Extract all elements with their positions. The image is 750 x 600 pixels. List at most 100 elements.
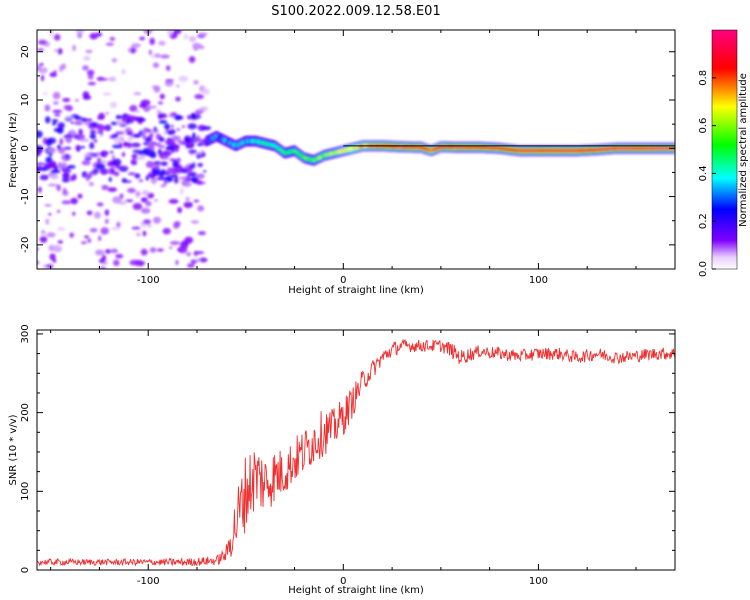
noise-blob (98, 112, 106, 120)
noise-blob (52, 91, 61, 100)
noise-blob (193, 199, 200, 203)
noise-blob (58, 162, 62, 169)
noise-blob (83, 56, 91, 61)
noise-blob (57, 48, 63, 55)
noise-blob (121, 166, 129, 169)
noise-blob (72, 173, 77, 181)
noise-blob (192, 162, 196, 169)
noise-blob (47, 164, 53, 168)
noise-blob (119, 124, 127, 127)
snr-axes: -100 0 100 0 100 200 300 (20, 324, 675, 587)
noise-blob (39, 63, 44, 67)
noise-blob (51, 119, 59, 122)
noise-blob (131, 153, 138, 160)
noise-blob (119, 193, 124, 200)
x-tick-label: 0 (340, 576, 346, 587)
y-tick-label: -10 (20, 188, 31, 204)
noise-blob (104, 124, 112, 132)
noise-blob (113, 137, 121, 145)
noise-blob (85, 118, 93, 122)
noise-blob (63, 146, 72, 150)
noise-blob (181, 180, 188, 186)
noise-blob (179, 187, 184, 195)
noise-blob (81, 160, 91, 166)
noise-blob (189, 177, 197, 182)
noise-blob (161, 177, 171, 181)
noise-blob (173, 165, 184, 173)
noise-blob (74, 120, 83, 126)
noise-blob (45, 116, 51, 124)
noise-blob (96, 131, 104, 134)
noise-blob (59, 138, 64, 146)
noise-blob (127, 172, 136, 176)
noise-blob (142, 129, 147, 136)
noise-blob (89, 182, 94, 186)
noise-blob (69, 232, 74, 238)
noise-blob (177, 246, 188, 254)
snr-y-axis-label: SNR (10 * v/v) (8, 414, 19, 485)
noise-blob (195, 110, 201, 118)
noise-blob (75, 144, 81, 152)
noise-blob (193, 136, 201, 143)
noise-blob (53, 34, 61, 41)
noise-blob (172, 135, 181, 141)
noise-blob (158, 40, 166, 46)
figure-title: S100.2022.009.12.58.E01 (271, 4, 440, 19)
noise-blob (133, 92, 142, 96)
noise-blob (49, 253, 56, 261)
noise-blob (89, 130, 97, 134)
noise-blob (177, 207, 183, 214)
noise-blob (149, 247, 157, 253)
noise-blob (61, 162, 67, 169)
noise-blob (140, 207, 151, 214)
noise-blob (110, 121, 119, 126)
x-tick-label: -100 (137, 275, 160, 286)
noise-blob (185, 196, 190, 202)
noise-blob (90, 153, 98, 156)
noise-blob (178, 176, 188, 180)
noise-blob (75, 133, 86, 141)
noise-blob (151, 53, 155, 59)
noise-blob (100, 150, 108, 158)
noise-blob (38, 186, 42, 193)
noise-blob (57, 240, 63, 244)
noise-blob (153, 126, 157, 132)
noise-blob (136, 232, 141, 237)
noise-blob (147, 192, 155, 199)
noise-blob (194, 94, 205, 100)
noise-blob (44, 104, 51, 112)
noise-blob (197, 142, 203, 147)
noise-blob (192, 42, 202, 50)
noise-blob (113, 171, 120, 177)
noise-blob (155, 142, 161, 147)
noise-blob (40, 232, 48, 236)
noise-blob (56, 209, 61, 213)
noise-blob (105, 42, 114, 46)
noise-blob (175, 96, 181, 102)
noise-blob (190, 112, 196, 120)
x-tick-label: 100 (529, 275, 548, 286)
x-tick-label: 0 (340, 275, 346, 286)
noise-blob (110, 167, 115, 175)
noise-blob (100, 266, 106, 269)
colorbar-tick-label: 0.4 (698, 165, 709, 181)
noise-blob (37, 48, 45, 51)
noise-blob (160, 54, 170, 59)
noise-blob (108, 177, 112, 182)
y-tick-label: 0 (20, 145, 31, 151)
noise-blob (189, 36, 197, 42)
noise-blob (74, 116, 83, 121)
noise-blob (174, 114, 182, 121)
noise-blob (197, 205, 205, 212)
noise-blob (187, 171, 197, 177)
noise-blob (37, 64, 41, 72)
noise-blob (37, 162, 46, 165)
noise-blob (56, 184, 61, 192)
noise-blob (132, 203, 143, 210)
noise-blob (84, 235, 90, 239)
colorbar-gradient (711, 29, 738, 270)
noise-blob (187, 123, 197, 130)
noise-blob (85, 173, 90, 182)
